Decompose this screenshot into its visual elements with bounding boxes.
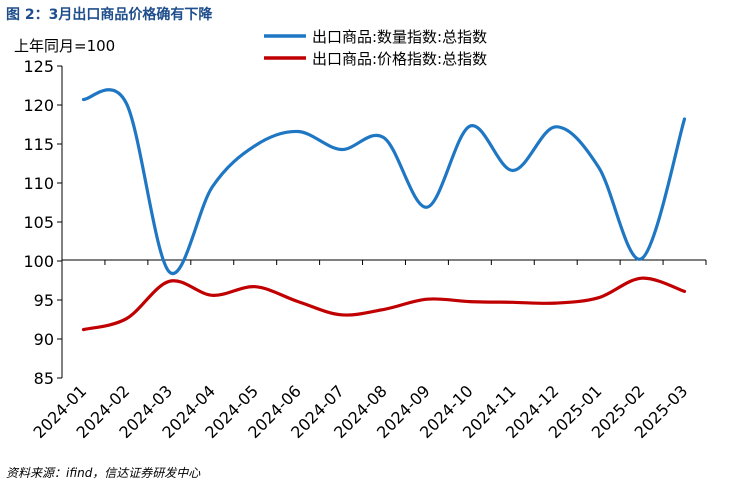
- y-tick-label: 110: [23, 174, 54, 193]
- y-tick-label: 115: [23, 135, 54, 154]
- legend-label-1: 出口商品:数量指数:总指数: [312, 28, 487, 46]
- y-tick-label: 95: [34, 291, 54, 310]
- series-line-1: [81, 88, 687, 276]
- series-layer: [81, 88, 687, 332]
- y-tick-label: 120: [23, 96, 54, 115]
- y-tick-label: 125: [23, 57, 54, 76]
- y-tick-label: 100: [23, 252, 54, 271]
- axes: 8590951001051101151201252024-012024-0220…: [23, 57, 707, 442]
- y-unit-label: 上年同月=100: [14, 37, 115, 55]
- series-line-2: [81, 276, 687, 332]
- y-tick-label: 105: [23, 213, 54, 232]
- source-note: 资料来源：ifind，信达证券研发中心: [6, 466, 201, 480]
- figure-title: 图 2：3月出口商品价格确有下降: [6, 7, 213, 23]
- legend-label-2: 出口商品:价格指数:总指数: [312, 50, 487, 68]
- y-tick-label: 90: [34, 330, 54, 349]
- y-tick-label: 85: [34, 369, 54, 388]
